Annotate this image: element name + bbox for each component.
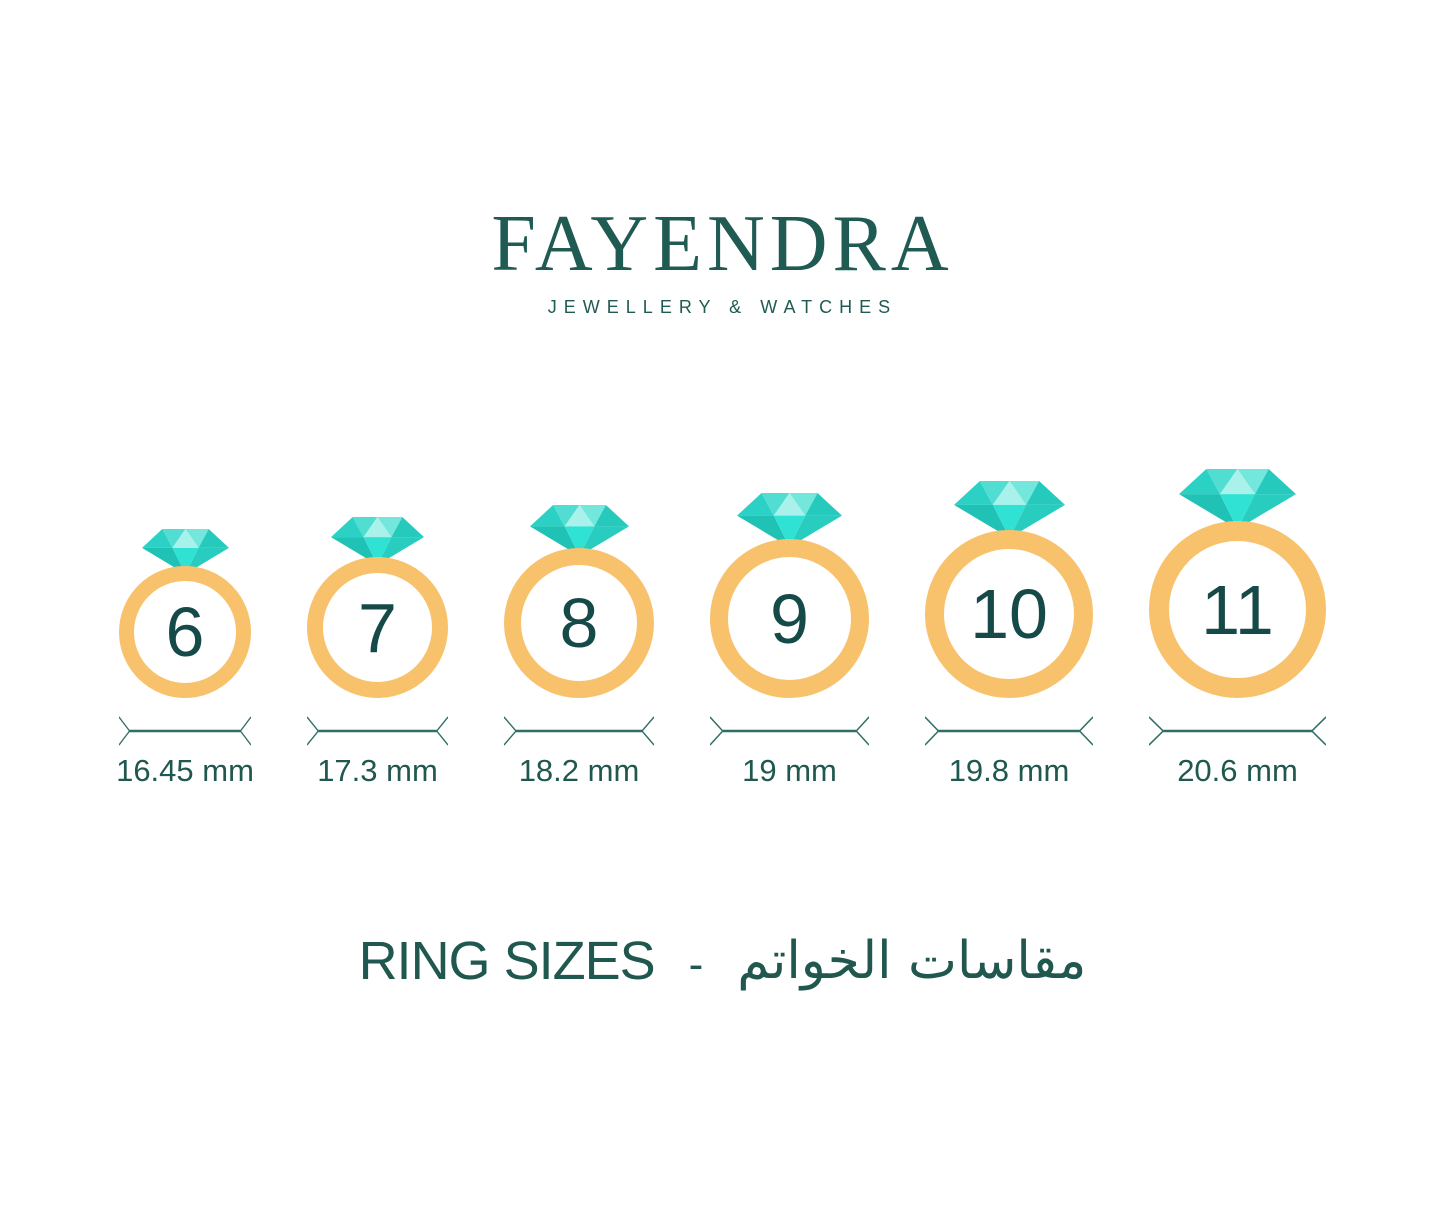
diameter-dimension-line bbox=[504, 716, 654, 746]
ring-item: 8 18.2 mm bbox=[504, 505, 654, 788]
diameter-dimension-line bbox=[119, 716, 251, 746]
ring-item: 6 16.45 mm bbox=[116, 529, 254, 788]
chart-title: RING SIZES - مقاسات الخواتم bbox=[0, 930, 1445, 992]
diamond-icon bbox=[953, 481, 1065, 538]
chart-title-separator: - bbox=[688, 940, 704, 989]
ring-item: 7 17.3 mm bbox=[307, 517, 448, 788]
ring-size-number: 8 bbox=[559, 584, 599, 662]
diameter-label: 18.2 mm bbox=[518, 753, 640, 788]
diamond-icon bbox=[529, 505, 629, 556]
chart-title-ar: مقاسات الخواتم bbox=[737, 931, 1087, 991]
ring-size-number: 11 bbox=[1201, 570, 1274, 649]
ring-size-number: 6 bbox=[165, 593, 205, 671]
diameter-label: 19 mm bbox=[742, 753, 837, 788]
brand-tagline: JEWELLERY & WATCHES bbox=[547, 297, 898, 317]
ring-size-number: 7 bbox=[358, 588, 397, 667]
ring-size-number: 9 bbox=[770, 579, 809, 658]
brand-name: FAYENDRA bbox=[491, 200, 954, 288]
ring-item: 11 20.6 mm bbox=[1149, 469, 1326, 788]
diameter-label: 19.8 mm bbox=[948, 753, 1070, 788]
ring-band: 8 bbox=[504, 548, 654, 698]
rings-row: 6 16.45 mm 7 bbox=[0, 469, 1445, 788]
chart-title-en: RING SIZES bbox=[358, 931, 656, 991]
ring-band: 7 bbox=[307, 557, 448, 698]
diameter-label: 17.3 mm bbox=[317, 753, 438, 788]
diameter-dimension-line bbox=[710, 716, 869, 746]
ring-band: 10 bbox=[925, 530, 1093, 698]
ring-item: 9 19 mm bbox=[710, 493, 869, 788]
ring-size-number: 10 bbox=[970, 575, 1048, 653]
ring-band: 9 bbox=[710, 539, 869, 698]
diameter-dimension-line bbox=[925, 716, 1093, 746]
diameter-dimension-line bbox=[1149, 716, 1326, 746]
diamond-icon bbox=[1179, 469, 1296, 529]
ring-item: 10 19.8 mm bbox=[925, 481, 1093, 788]
ring-band: 6 bbox=[119, 566, 251, 698]
brand-logo: FAYENDRA JEWELLERY & WATCHES bbox=[0, 204, 1445, 318]
diameter-dimension-line bbox=[307, 716, 448, 746]
diameter-label: 16.45 mm bbox=[116, 753, 254, 788]
ring-band: 11 bbox=[1149, 521, 1326, 698]
diameter-label: 20.6 mm bbox=[1177, 753, 1298, 788]
